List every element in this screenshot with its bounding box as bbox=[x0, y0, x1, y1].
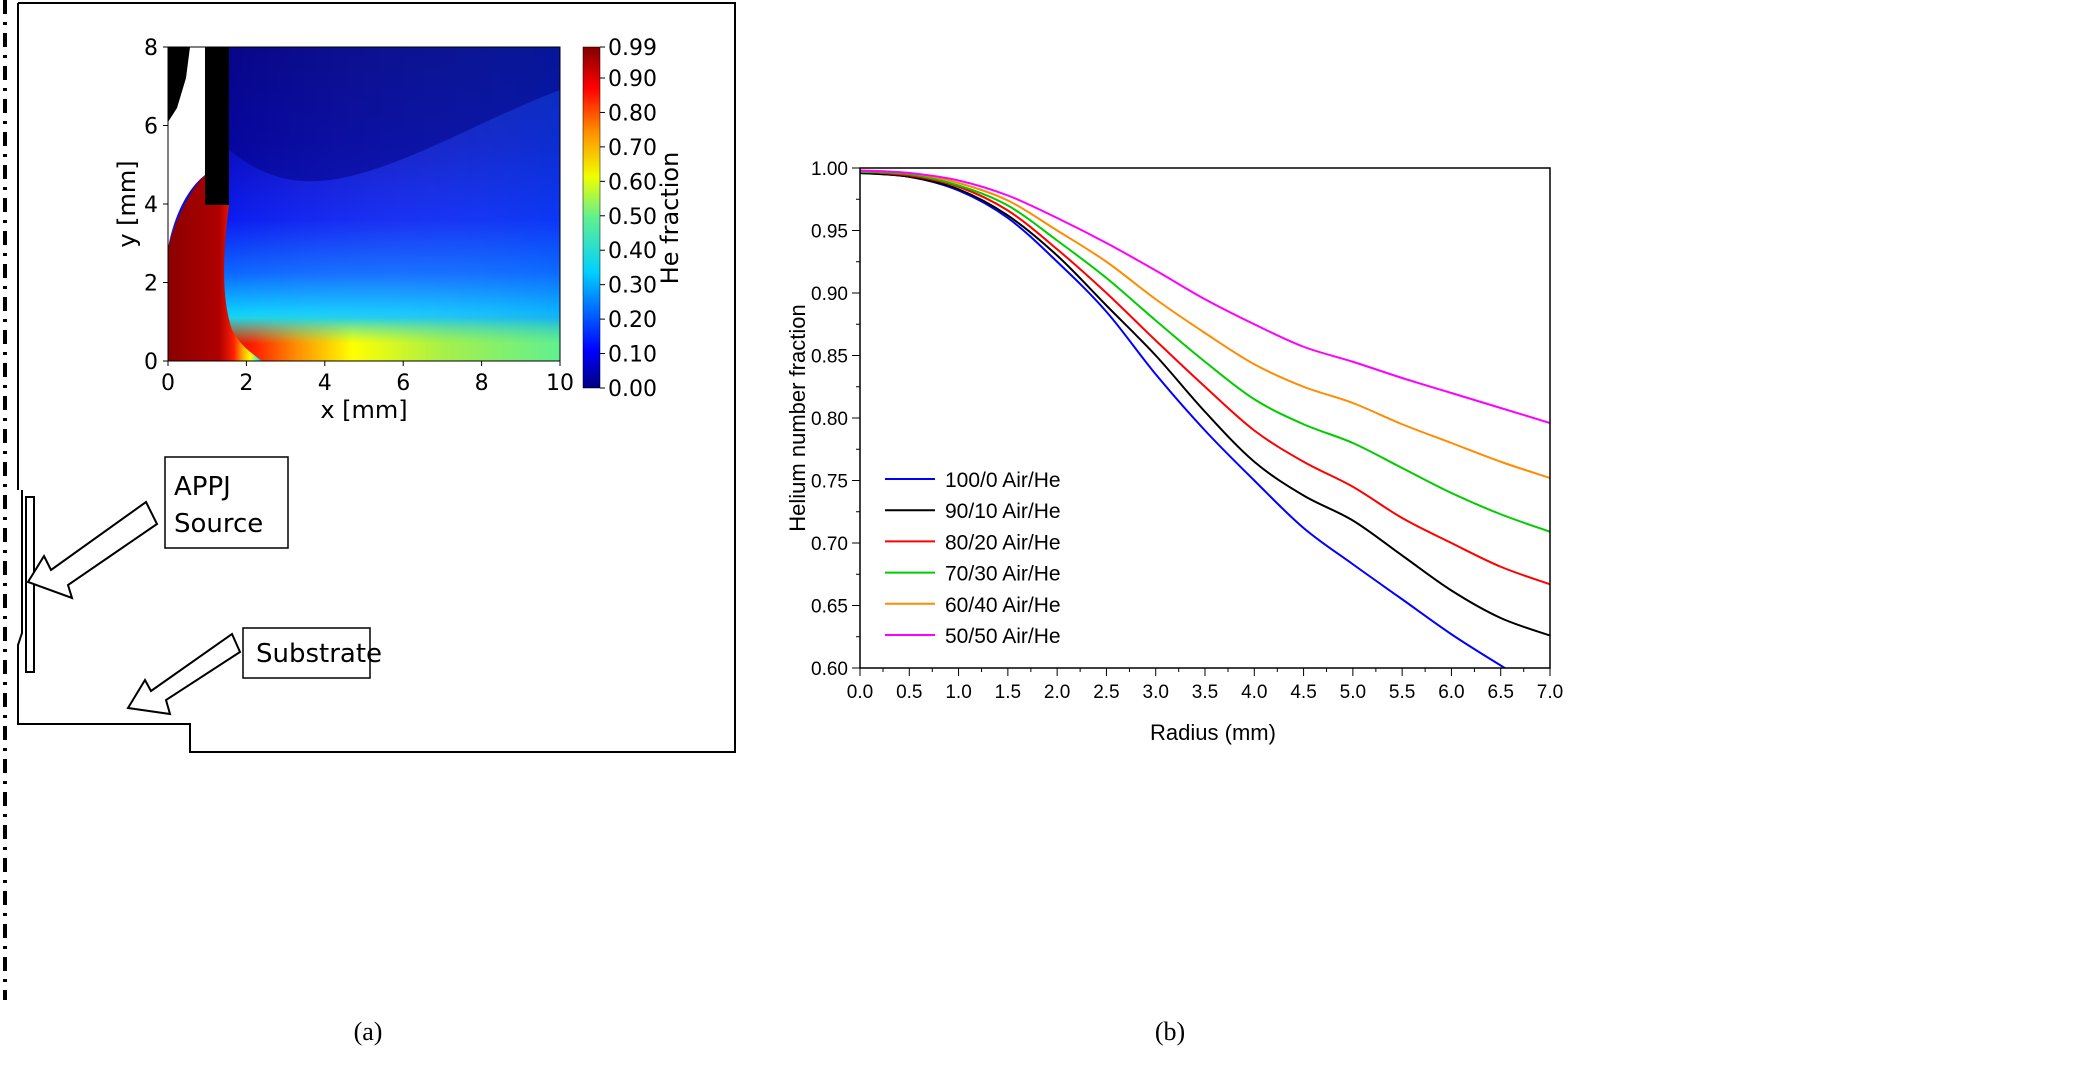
legend-label: 60/40 Air/He bbox=[945, 594, 1061, 617]
x-tick-label: 6.5 bbox=[1488, 682, 1514, 703]
line-chart-y-axis-title: Helium number fraction bbox=[785, 304, 810, 531]
appj-label-line2: Source bbox=[174, 509, 263, 539]
legend-label: 80/20 Air/He bbox=[945, 531, 1061, 554]
colorbar-ticks: 0.00 0.10 0.20 0.30 0.40 0.50 0.60 0.70 0.80 0.90… bbox=[600, 36, 657, 402]
x-tick-label: 4.0 bbox=[1241, 682, 1267, 703]
x-tick-label: 1.0 bbox=[945, 682, 971, 703]
contour-x-tick-label: 8 bbox=[475, 371, 489, 396]
y-tick-label: 0.85 bbox=[811, 347, 848, 368]
colorbar-tick-label: 0.60 bbox=[608, 170, 657, 195]
panel-a: APPJ Source Substrate 0 2 4 6 8 10 0 2 4 6 8 x [mm… bbox=[3, 0, 736, 1000]
contour-x-tick-label: 0 bbox=[161, 371, 175, 396]
contour-y-axis-title: y [mm] bbox=[113, 160, 141, 247]
line-chart-frame bbox=[859, 167, 1551, 669]
y-tick-label: 1.00 bbox=[811, 159, 848, 180]
contour-y-tick-label: 4 bbox=[144, 193, 158, 218]
y-tick-label: 0.90 bbox=[811, 284, 848, 305]
y-tick-label: 0.95 bbox=[811, 222, 848, 243]
contour-y-tick-label: 2 bbox=[144, 272, 158, 297]
x-tick-label: 3.0 bbox=[1143, 682, 1169, 703]
y-tick-label: 0.60 bbox=[811, 659, 848, 680]
series-line-50-50 bbox=[860, 169, 1550, 424]
x-tick-label: 7.0 bbox=[1537, 682, 1563, 703]
y-tick-label: 0.70 bbox=[811, 534, 848, 555]
colorbar-tick-label: 0.10 bbox=[608, 343, 657, 368]
y-tick-label: 0.80 bbox=[811, 409, 848, 430]
series-line-60-40 bbox=[860, 169, 1550, 479]
colorbar bbox=[582, 46, 601, 389]
contour-plot bbox=[168, 47, 560, 361]
x-tick-label: 5.0 bbox=[1340, 682, 1366, 703]
colorbar-tick-label: 0.80 bbox=[608, 101, 657, 126]
domain-boundary bbox=[17, 2, 736, 753]
colorbar-tick-label: 0.99 bbox=[608, 36, 657, 61]
x-tick-label: 3.5 bbox=[1192, 682, 1218, 703]
contour-axes: 0 2 4 6 8 10 0 2 4 6 8 bbox=[144, 36, 574, 396]
contour-x-tick-label: 6 bbox=[396, 371, 410, 396]
substrate-callout: Substrate bbox=[126, 627, 382, 716]
contour-y-tick-label: 6 bbox=[144, 115, 158, 140]
appj-label-line1: APPJ bbox=[174, 472, 231, 502]
series-line-100-0 bbox=[860, 172, 1507, 668]
contour-y-tick-label: 8 bbox=[144, 36, 158, 61]
colorbar-tick-label: 0.30 bbox=[608, 274, 657, 299]
legend-label: 70/30 Air/He bbox=[945, 563, 1061, 586]
legend-label: 90/10 Air/He bbox=[945, 500, 1061, 523]
contour-x-axis-title: x [mm] bbox=[320, 396, 407, 424]
contour-x-tick-label: 4 bbox=[318, 371, 332, 396]
appj-arrow-icon bbox=[26, 500, 159, 600]
x-tick-label: 4.5 bbox=[1290, 682, 1316, 703]
panel-label-b: (b) bbox=[1155, 1017, 1185, 1046]
contour-x-tick-label: 10 bbox=[546, 371, 574, 396]
x-tick-label: 2.5 bbox=[1093, 682, 1119, 703]
y-tick-label: 0.75 bbox=[811, 472, 848, 493]
colorbar-tick-label: 0.20 bbox=[608, 308, 657, 333]
colorbar-title: He fraction bbox=[656, 152, 684, 285]
x-tick-label: 2.0 bbox=[1044, 682, 1070, 703]
y-tick-label: 0.65 bbox=[811, 597, 848, 618]
x-tick-label: 5.5 bbox=[1389, 682, 1415, 703]
x-tick-label: 6.0 bbox=[1438, 682, 1464, 703]
appj-source-box bbox=[164, 456, 289, 549]
nozzle-wall-left bbox=[168, 47, 190, 122]
series-line-70-30 bbox=[860, 170, 1550, 533]
contour-jet-core bbox=[168, 175, 262, 361]
series-line-80-20 bbox=[860, 170, 1550, 586]
x-tick-label: 0.0 bbox=[847, 682, 873, 703]
appj-source-callout: APPJ Source bbox=[26, 456, 289, 600]
line-chart-x-axis-title: Radius (mm) bbox=[1150, 720, 1276, 745]
substrate-arrow-icon bbox=[126, 632, 242, 716]
colorbar-tick-label: 0.40 bbox=[608, 239, 657, 264]
line-chart-series bbox=[860, 169, 1550, 668]
colorbar-tick-label: 0.00 bbox=[608, 377, 657, 402]
x-tick-label: 1.5 bbox=[995, 682, 1021, 703]
panel-label-a: (a) bbox=[354, 1017, 383, 1046]
contour-x-tick-label: 2 bbox=[239, 371, 253, 396]
legend-label: 50/50 Air/He bbox=[945, 625, 1061, 648]
panel-b: 0.0 0.5 1.0 1.5 2.0 2.5 3.0 3.5 4.0 4.5 5.0 5.5 6.0 6… bbox=[785, 159, 1563, 745]
colorbar-tick-label: 0.70 bbox=[608, 136, 657, 161]
substrate-box bbox=[242, 627, 371, 679]
colorbar-tick-label: 0.90 bbox=[608, 67, 657, 92]
substrate-label: Substrate bbox=[256, 639, 382, 669]
line-chart-axes: 0.0 0.5 1.0 1.5 2.0 2.5 3.0 3.5 4.0 4.5 5.0 5.5 6.0 6… bbox=[811, 159, 1563, 703]
legend-label: 100/0 Air/He bbox=[945, 469, 1061, 492]
contour-y-tick-label: 0 bbox=[144, 350, 158, 375]
contour-dip bbox=[229, 47, 560, 182]
colorbar-tick-label: 0.50 bbox=[608, 205, 657, 230]
series-line-90-10 bbox=[860, 172, 1550, 637]
legend: 100/0 Air/He 90/10 Air/He 80/20 Air/He 70/3… bbox=[885, 469, 1061, 648]
x-tick-label: 0.5 bbox=[896, 682, 922, 703]
nozzle-tube bbox=[205, 47, 229, 205]
